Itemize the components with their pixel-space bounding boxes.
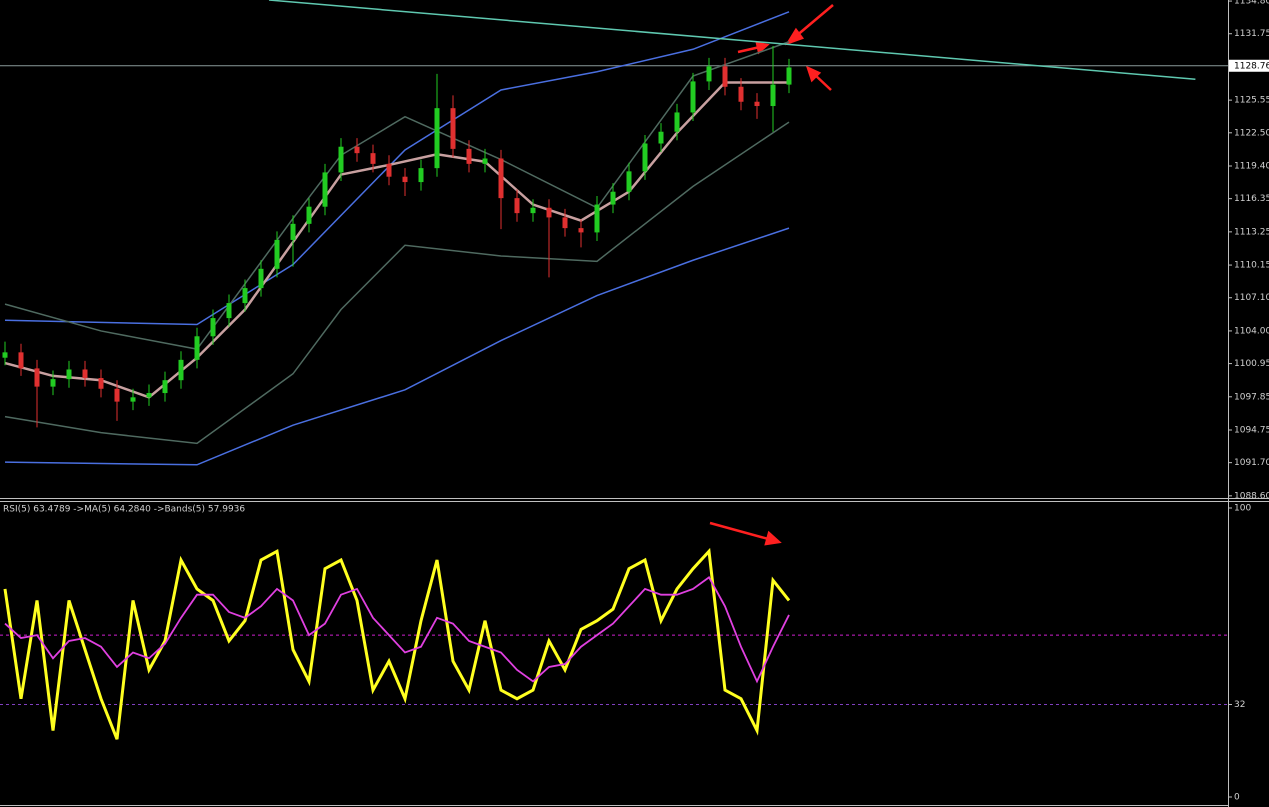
candle-body: [786, 67, 792, 85]
candle-body: [754, 101, 760, 107]
candle-body: [338, 146, 344, 173]
candle-body: [2, 352, 8, 358]
rsi-legend: RSI(5) 63.4789 ->MA(5) 64.2840 ->Bands(5…: [3, 505, 245, 515]
y-tick-label: 1116.35: [1234, 194, 1269, 204]
candle-body: [578, 228, 584, 233]
candle-body: [626, 171, 632, 192]
y-tick-label: 32: [1234, 700, 1245, 710]
y-tick-label: 1122.50: [1234, 128, 1269, 138]
indicator-line: [4, 576, 790, 684]
candle-body: [770, 84, 776, 107]
candle-body: [210, 318, 216, 337]
y-tick-label: 1110.15: [1234, 261, 1269, 271]
candle-body: [722, 66, 728, 87]
candle-body: [66, 369, 72, 380]
candle-body: [226, 303, 232, 319]
y-tick-label: 1134.80: [1234, 0, 1269, 7]
y-tick-label: 1119.40: [1234, 162, 1269, 172]
candle-body: [306, 206, 312, 224]
candle-body: [290, 223, 296, 240]
candle-body: [162, 380, 168, 394]
candle-body: [642, 143, 648, 172]
y-tick-label: 100: [1234, 504, 1251, 514]
candle-body: [706, 66, 712, 82]
y-tick-label: 1100.95: [1234, 359, 1269, 369]
y-tick-label: 1125.55: [1234, 96, 1269, 106]
candle-body: [514, 198, 520, 214]
current-price-box: [1229, 59, 1269, 72]
candle-body: [658, 131, 664, 144]
candle-body: [562, 217, 568, 229]
candle-body: [274, 239, 280, 269]
y-tick-label: 1104.00: [1234, 326, 1269, 336]
annotation-arrows: [709, 4, 834, 546]
indicator-line: [3, 547, 791, 740]
candle-body: [242, 288, 248, 304]
indicator-line: [4, 227, 790, 466]
candle-body: [354, 146, 360, 154]
candle-body: [98, 378, 104, 389]
candle-body: [674, 112, 680, 132]
candle-body: [322, 172, 328, 207]
y-tick-label: 0: [1234, 793, 1240, 803]
y-tick-label: 1097.85: [1234, 392, 1269, 402]
indicator-line: [4, 121, 790, 445]
y-tick-label: 1107.10: [1234, 293, 1269, 303]
candle-body: [418, 168, 424, 183]
candle-body: [434, 108, 440, 169]
candle-body: [82, 369, 88, 379]
candle-body: [690, 81, 696, 113]
candle-body: [530, 207, 536, 214]
candle-body: [178, 359, 184, 381]
candle-body: [386, 163, 392, 177]
candle-body: [194, 336, 200, 360]
candle-body: [594, 204, 600, 233]
y-tick-label: 1094.75: [1234, 425, 1269, 435]
y-tick-label: 1091.70: [1234, 458, 1269, 468]
candle-body: [498, 158, 504, 199]
y-tick-label: 1088.60: [1234, 491, 1269, 501]
candle-body: [34, 368, 40, 387]
candle-body: [114, 388, 120, 402]
current-price-label: 1128.76: [1234, 61, 1269, 71]
candle-body: [610, 191, 616, 205]
candle-body: [482, 158, 488, 164]
y-tick-label: 1113.25: [1234, 227, 1269, 237]
candle-body: [50, 379, 56, 387]
candle-body: [146, 393, 152, 398]
y-tick-label: 1131.75: [1234, 29, 1269, 39]
candle-body: [738, 86, 744, 102]
candle-body: [130, 397, 136, 402]
candle-body: [18, 352, 24, 369]
candle-body: [450, 108, 456, 149]
candle-body: [466, 148, 472, 164]
candle-body: [370, 153, 376, 164]
candle-body: [546, 207, 552, 218]
indicator-line: [268, 0, 1196, 80]
candle-body: [258, 268, 264, 289]
candle-body: [402, 176, 408, 183]
